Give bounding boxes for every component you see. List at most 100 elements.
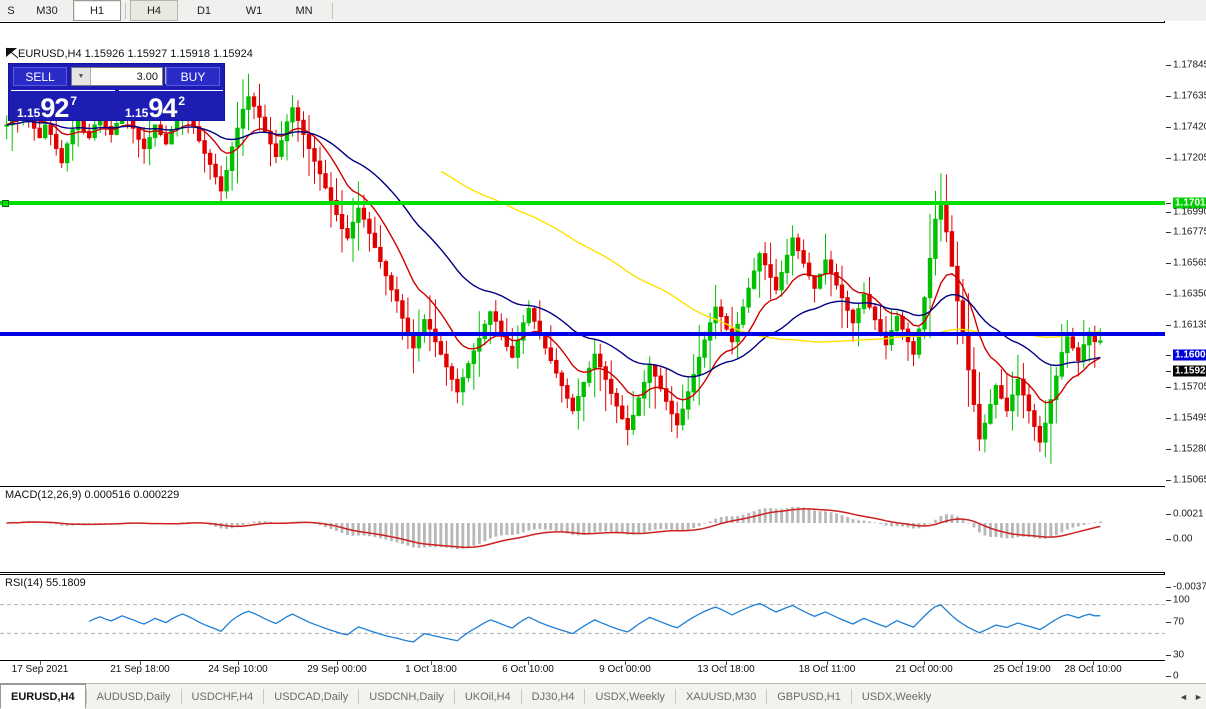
sell-button-label: SELL: [25, 69, 55, 84]
caret-down-icon[interactable]: ▼: [72, 68, 91, 85]
buy-price-big: 94: [148, 93, 177, 123]
tf-button-h4[interactable]: H4: [130, 0, 178, 21]
price-tick-label: 1.16990: [1173, 206, 1206, 218]
buy-price-base: 1.15: [125, 106, 149, 120]
chart-tab[interactable]: USDX,Weekly: [861, 690, 932, 703]
macd-signal-line: [6, 508, 1101, 549]
chevron-left-icon[interactable]: ◄: [1179, 691, 1188, 702]
time-tick: [827, 661, 828, 665]
chart-tab[interactable]: USDCHF,H4: [191, 690, 254, 703]
blue-level-price-label: 1.16007: [1173, 349, 1206, 361]
candlestick-plot: [4, 65, 1103, 464]
buy-price-display[interactable]: 1.15 94 2: [119, 90, 223, 122]
volume-value: 3.00: [136, 70, 158, 83]
green-line-handle[interactable]: [2, 200, 9, 207]
tf-button-w1[interactable]: W1: [230, 0, 278, 21]
scale-tick: [1166, 96, 1171, 97]
chart-corner-arrow-icon: [5, 47, 19, 59]
scale-tick: [1166, 355, 1171, 356]
scale-tick: [1166, 232, 1171, 233]
chart-tab[interactable]: GBPUSD,H1: [777, 690, 841, 703]
tf-button-mn[interactable]: MN: [280, 0, 328, 21]
time-tick: [726, 661, 727, 665]
scale-tick: [1166, 449, 1171, 450]
rsi-line: [88, 602, 1101, 643]
scale-tick: [1166, 325, 1171, 326]
time-axis: 17 Sep 2021 21 Sep 18:00 24 Sep 10:00 29 Se…: [0, 661, 1165, 683]
rsi-tick-label: 30: [1173, 649, 1185, 661]
tf-label-m30: M30: [36, 4, 58, 17]
time-tick-label: 28 Oct 10:00: [1064, 664, 1122, 675]
macd-histogram: [5, 506, 1102, 550]
price-tick-label: 1.15705: [1173, 381, 1206, 393]
scale-tick: [1166, 158, 1171, 159]
rsi-indicator-label: RSI(14) 55.1809: [5, 577, 86, 589]
price-tick-label: 1.17205: [1173, 152, 1206, 164]
scale-tick: [1166, 294, 1171, 295]
tab-separator: [358, 689, 360, 704]
ma-mid-line: [6, 120, 1101, 378]
chart-tab[interactable]: AUDUSD,Daily: [96, 690, 171, 703]
chart-tab[interactable]: XAUUSD,M30: [685, 690, 757, 703]
chevron-right-icon[interactable]: ►: [1194, 691, 1203, 702]
price-tick-label: 1.15495: [1173, 412, 1206, 424]
rsi-tick-label: 70: [1173, 616, 1185, 628]
chart-tab[interactable]: UKOil,H4: [464, 690, 511, 703]
scale-tick: [1166, 600, 1171, 601]
scale-tick: [1166, 212, 1171, 213]
sell-price-base: 1.15: [17, 106, 41, 120]
buy-price-fraction: 2: [178, 94, 186, 108]
candles-group: [4, 65, 1103, 464]
rsi-pane[interactable]: RSI(14) 55.1809: [0, 574, 1165, 661]
volume-input[interactable]: ▼ 3.00: [71, 67, 163, 86]
toolbar-separator: [125, 2, 126, 19]
scale-tick: [1166, 539, 1171, 540]
chart-tab-bar[interactable]: EURUSD,H4 AUDUSD,Daily USDCHF,H4 USDCAD,Dai…: [0, 683, 1206, 709]
time-tick-label: 24 Sep 10:00: [208, 664, 268, 675]
tab-bar-spacer: [941, 684, 1176, 709]
scale-tick: [1166, 418, 1171, 419]
time-tick-label: 9 Oct 00:00: [599, 664, 651, 675]
chart-area[interactable]: MACD(12,26,9) 0.000516 0.000229 RSI(14) …: [0, 21, 1206, 683]
tf-label-mn: MN: [295, 4, 313, 17]
rsi-plot: [0, 602, 1165, 643]
time-tick: [337, 661, 338, 665]
time-tick: [625, 661, 626, 665]
time-tick: [40, 661, 41, 665]
tf-button-m30[interactable]: M30: [23, 0, 71, 21]
current-price-label: 1.15924: [1173, 365, 1206, 377]
time-tick-label: 18 Oct 11:00: [798, 664, 856, 675]
macd-pane[interactable]: MACD(12,26,9) 0.000516 0.000229: [0, 486, 1165, 573]
price-tick-label: 1.16135: [1173, 319, 1206, 331]
tf-label-w1: W1: [245, 4, 263, 17]
rsi-tick-label: 100: [1173, 594, 1190, 606]
tab-separator: [850, 689, 852, 704]
chart-tab[interactable]: USDCNH,Daily: [369, 690, 444, 703]
sell-price-display[interactable]: 1.15 92 7: [11, 90, 115, 122]
tf-label-s: S: [7, 4, 15, 17]
scale-tick: [1166, 203, 1171, 204]
tf-button-h1[interactable]: H1: [73, 0, 121, 21]
sell-price-fraction: 7: [70, 94, 78, 108]
scale-tick: [1166, 676, 1171, 677]
macd-indicator-label: MACD(12,26,9) 0.000516 0.000229: [5, 489, 180, 501]
green-horizontal-line[interactable]: [0, 201, 1165, 205]
chart-tab[interactable]: USDX,Weekly: [595, 690, 665, 703]
tf-button-s[interactable]: S: [1, 0, 21, 21]
chart-tab-active[interactable]: EURUSD,H4: [0, 683, 86, 709]
buy-button[interactable]: BUY: [166, 67, 220, 86]
chart-tab[interactable]: DJ30,H4: [531, 690, 575, 703]
price-tick-label: 1.17420: [1173, 121, 1206, 133]
tab-separator: [766, 689, 768, 704]
sell-button[interactable]: SELL: [13, 67, 67, 86]
tf-label-h1: H1: [89, 4, 105, 17]
tab-separator: [85, 689, 87, 704]
tf-label-d1: D1: [196, 4, 212, 17]
price-tick-label: 1.16565: [1173, 257, 1206, 269]
price-scale[interactable]: 1.17845 1.17635 1.17420 1.17205 1.170101.169…: [1166, 21, 1206, 683]
tf-button-d1[interactable]: D1: [180, 0, 228, 21]
blue-horizontal-line[interactable]: [0, 332, 1165, 336]
time-tick: [1022, 661, 1023, 665]
one-click-trading-panel[interactable]: SELL ▼ 3.00 ▲ BUY 1.15 92 7 1.15 94 2: [8, 63, 225, 122]
chart-tab[interactable]: USDCAD,Daily: [274, 690, 349, 703]
